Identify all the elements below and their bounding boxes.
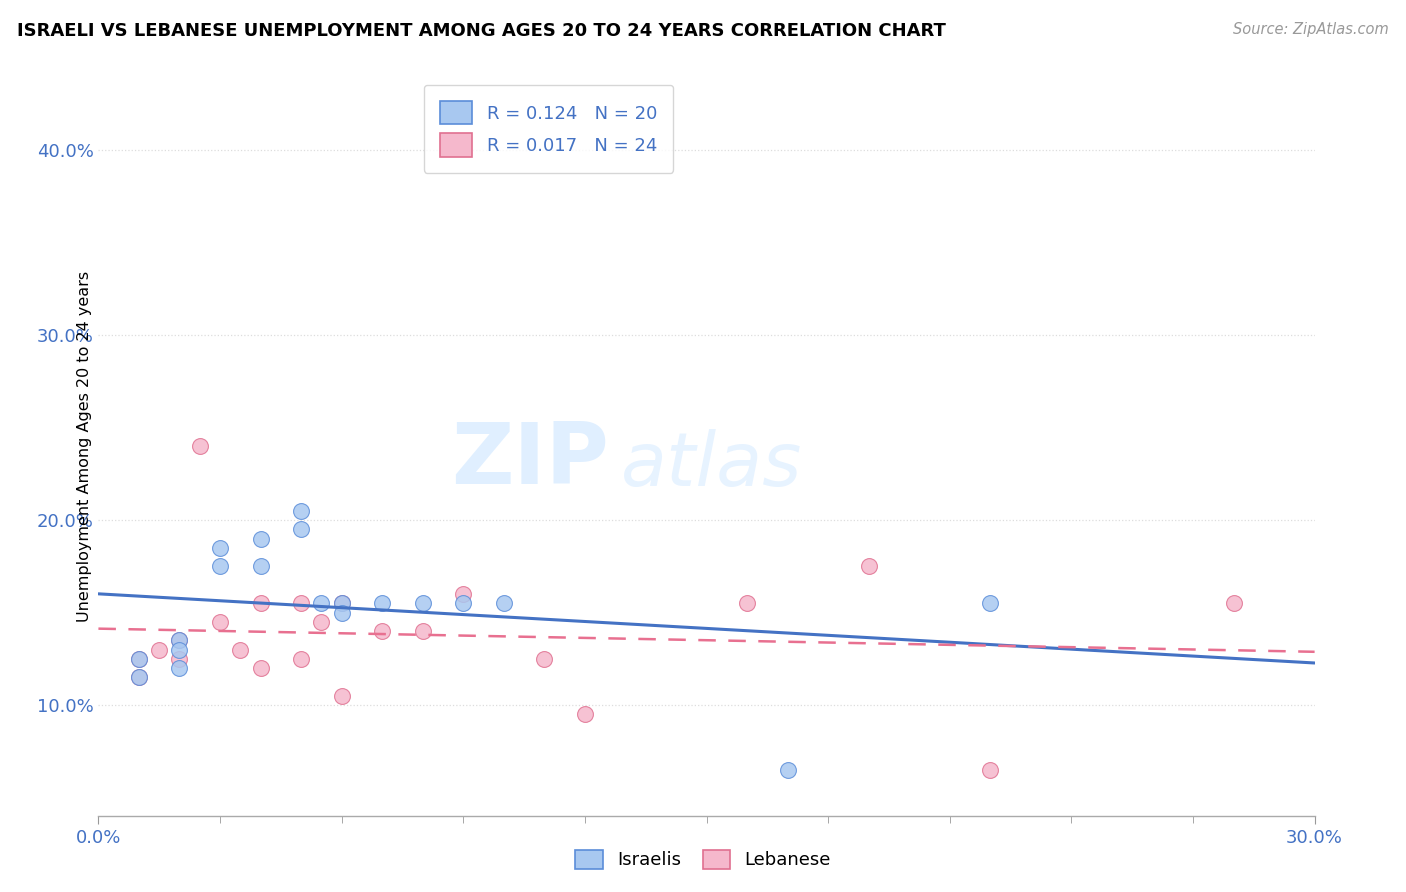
Point [169,652,191,666]
Point [412,624,434,639]
Text: atlas: atlas [621,428,803,500]
Point [209,559,232,574]
Point [492,596,515,610]
Point [249,661,271,675]
Text: ISRAELI VS LEBANESE UNEMPLOYMENT AMONG AGES 20 TO 24 YEARS CORRELATION CHART: ISRAELI VS LEBANESE UNEMPLOYMENT AMONG A… [17,22,946,40]
Point [209,615,232,629]
Point [311,615,333,629]
Point [533,652,555,666]
Legend: R = 0.124   N = 20, R = 0.017   N = 24: R = 0.124 N = 20, R = 0.017 N = 24 [423,85,673,173]
Point [574,707,596,722]
Point [371,596,394,610]
Point [249,596,271,610]
Point [169,642,191,657]
Point [979,763,1001,777]
Y-axis label: Unemployment Among Ages 20 to 24 years: Unemployment Among Ages 20 to 24 years [77,270,91,622]
Point [1222,596,1244,610]
Point [148,642,170,657]
Text: ZIP: ZIP [451,419,609,502]
Point [169,633,191,648]
Text: Source: ZipAtlas.com: Source: ZipAtlas.com [1233,22,1389,37]
Point [330,689,353,703]
Legend: Israelis, Lebanese: Israelis, Lebanese [567,840,839,879]
Point [169,661,191,675]
Point [290,596,312,610]
Point [290,652,312,666]
Point [776,763,799,777]
Point [735,596,758,610]
Point [311,596,333,610]
Point [128,652,150,666]
Point [453,596,475,610]
Point [412,596,434,610]
Point [330,596,353,610]
Point [979,596,1001,610]
Point [229,642,252,657]
Point [249,559,271,574]
Point [128,652,150,666]
Point [169,633,191,648]
Point [453,587,475,601]
Point [290,522,312,536]
Point [249,532,271,546]
Point [330,606,353,620]
Point [858,559,880,574]
Point [330,596,353,610]
Point [128,670,150,684]
Point [209,541,232,555]
Point [128,670,150,684]
Point [188,439,211,453]
Point [371,624,394,639]
Point [290,504,312,518]
